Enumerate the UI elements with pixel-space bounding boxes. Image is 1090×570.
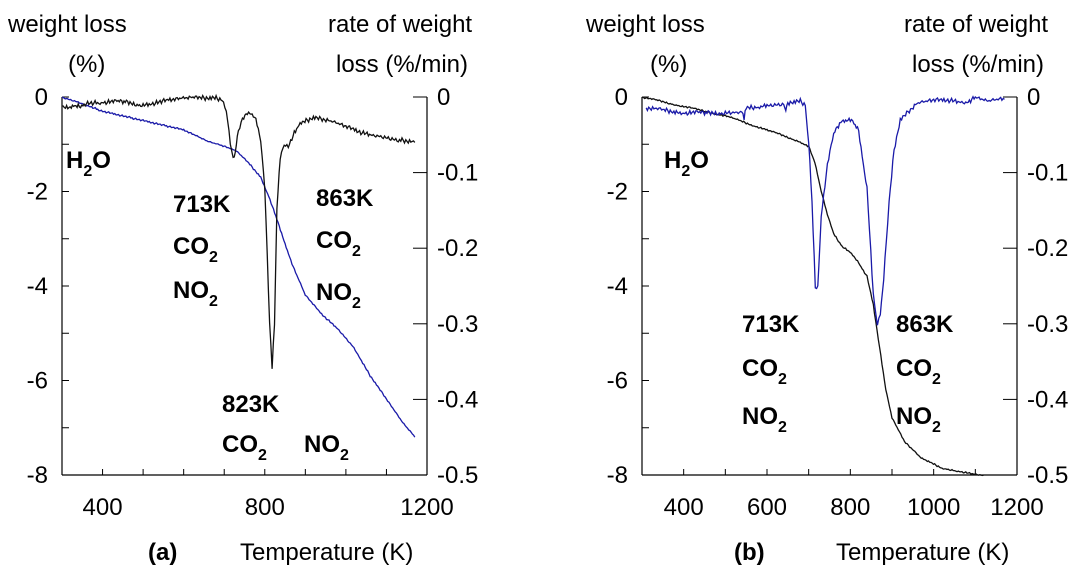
panel-b-annotation-713k: 713K xyxy=(742,311,800,338)
panel-a-xlabel: Temperature (K) xyxy=(240,539,413,566)
panel-a-annotation-713k-co2: CO2 xyxy=(173,233,218,266)
panel-a-right-tick-label: -0.1 xyxy=(437,160,478,187)
panel-a-annotation-863k-co2: CO2 xyxy=(316,227,361,260)
panel-b-right-tick-label: -0.3 xyxy=(1027,311,1068,338)
panel-a-annotation-713k: 713K xyxy=(173,191,231,218)
panel-a-annotation-863k-no2: NO2 xyxy=(316,279,361,312)
panel-b-right-ylabel-line2: loss (%/min) xyxy=(912,51,1044,78)
panel-b-right-tick-label: -0.4 xyxy=(1027,386,1068,413)
panel-b-xlabel: Temperature (K) xyxy=(836,539,1009,566)
panel-b-left-tick-label: -2 xyxy=(607,179,628,206)
panel-a-annotation-713k-no2: NO2 xyxy=(173,277,218,310)
panel-a-left-tick-label: -6 xyxy=(27,368,48,395)
panel-a-x-tick-label: 400 xyxy=(83,494,123,521)
panel-b-annotation-h2o: H2O xyxy=(664,147,709,180)
panel-a-annotation-823k-co2: CO2 xyxy=(222,431,267,464)
panel-b-x-tick-label: 1200 xyxy=(990,494,1043,521)
panel-b-left-tick-label: -8 xyxy=(607,462,628,489)
panel-a-annotation-h2o: H2O xyxy=(66,147,111,180)
panel-a-left-tick-label: -8 xyxy=(27,462,48,489)
panel-b-annotation-863k-co2: CO2 xyxy=(896,355,941,388)
panel-a: weight loss (%) rate of weight loss (%/m… xyxy=(7,11,472,566)
panel-b-right-ylabel-line1: rate of weight xyxy=(904,11,1048,38)
panel-a-right-ylabel-line1: rate of weight xyxy=(328,11,472,38)
panel-a-series-left-line xyxy=(61,96,416,438)
panel-b-series-right-line xyxy=(645,95,1005,326)
panel-a-plot: 0 -2 -4 -6 -8 0 -0.1 -0.2 -0.3 -0.4 -0.5 400 800 1200 xyxy=(27,84,479,521)
panel-a-left-tick-label: -2 xyxy=(27,179,48,206)
panel-a-x-tick-label: 800 xyxy=(245,494,285,521)
panel-b-x-tick-label: 800 xyxy=(830,494,870,521)
panel-a-left-tick-label: 0 xyxy=(35,84,48,111)
panel-b-left-tick-label: -6 xyxy=(607,368,628,395)
chart-marks: 0 -2 -4 -6 -8 0 -0.1 -0.2 -0.3 -0.4 -0.5 400 800 1200… xyxy=(27,84,1069,521)
panel-a-annotation-823k: 823K xyxy=(222,391,280,418)
panel-a-series-right-line xyxy=(62,93,416,369)
panel-a-right-tick-label: -0.5 xyxy=(437,462,478,489)
panel-a-label: (a) xyxy=(148,539,177,566)
panel-b-right-tick-label: -0.5 xyxy=(1027,462,1068,489)
panel-b-right-tick-label: -0.2 xyxy=(1027,235,1068,262)
panel-a-x-tick-label: 1200 xyxy=(400,494,453,521)
panel-b-left-ylabel-line1: weight loss xyxy=(585,11,705,38)
panel-b-label: (b) xyxy=(734,539,765,566)
panel-b-annotation-713k-co2: CO2 xyxy=(742,355,787,388)
panel-a-annotation-823k-no2: NO2 xyxy=(304,431,349,464)
panel-b-x-tick-label: 400 xyxy=(664,494,704,521)
panel-a-right-tick-label: -0.2 xyxy=(437,235,478,262)
panel-b-left-tick-label: 0 xyxy=(615,84,628,111)
panel-b-left-ylabel-line2: (%) xyxy=(650,51,687,78)
panel-b-annotation-863k: 863K xyxy=(896,311,954,338)
panel-a-right-tick-label: -0.3 xyxy=(437,311,478,338)
panel-b-right-tick-label: -0.1 xyxy=(1027,160,1068,187)
panel-a-right-tick-label: -0.4 xyxy=(437,386,478,413)
panel-b-annotation-713k-no2: NO2 xyxy=(742,403,787,436)
panel-b-x-tick-label: 1000 xyxy=(907,494,960,521)
panel-b-series-left-line xyxy=(641,96,984,477)
panel-a-left-ylabel-line1: weight loss xyxy=(7,11,127,38)
panel-b-left-tick-label: -4 xyxy=(607,273,628,300)
panel-a-right-tick-label: 0 xyxy=(437,84,450,111)
panel-a-left-ylabel-line2: (%) xyxy=(68,51,105,78)
panel-a-annotation-863k: 863K xyxy=(316,185,374,212)
panel-a-left-tick-label: -4 xyxy=(27,273,48,300)
panel-b-plot: 0 -2 -4 -6 -8 0 -0.1 -0.2 -0.3 -0.4 -0.5 400 600 800 1… xyxy=(607,84,1069,521)
panel-b-right-tick-label: 0 xyxy=(1027,84,1040,111)
panel-b: weight loss (%) rate of weight loss (%/m… xyxy=(585,11,1048,566)
panel-a-right-ylabel-line2: loss (%/min) xyxy=(336,51,468,78)
panel-b-x-tick-label: 600 xyxy=(747,494,787,521)
panel-b-annotation-863k-no2: NO2 xyxy=(896,403,941,436)
